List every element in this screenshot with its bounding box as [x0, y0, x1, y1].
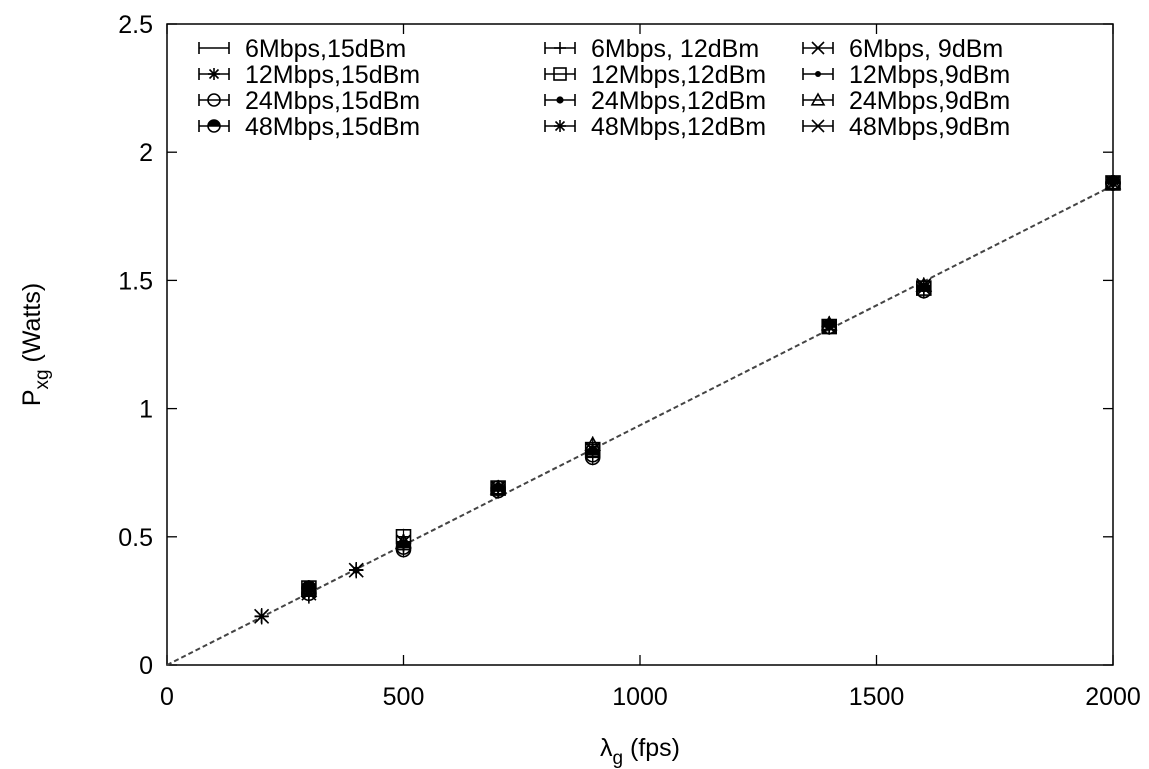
legend-item: 24Mbps,12dBm	[544, 87, 766, 115]
y-tick-label: 0	[139, 652, 153, 680]
data-point	[254, 608, 269, 625]
legend-label: 6Mbps, 9dBm	[849, 35, 1003, 63]
data-point	[821, 318, 837, 335]
y-tick-label: 2.5	[118, 11, 153, 39]
legend-label: 24Mbps,9dBm	[849, 87, 1010, 115]
series-4	[254, 174, 1120, 625]
data-point	[301, 582, 317, 599]
legend-label: 24Mbps,12dBm	[591, 87, 766, 115]
legend-item: 24Mbps,15dBm	[198, 87, 420, 115]
data-point	[1105, 174, 1121, 191]
legend-label: 6Mbps,15dBm	[245, 35, 406, 63]
y-tick-label: 1	[139, 396, 153, 424]
y-tick-label: 2	[139, 139, 153, 167]
series-10	[301, 174, 1121, 597]
legend-label: 6Mbps, 12dBm	[591, 35, 759, 63]
x-tick-label: 0	[160, 683, 174, 711]
fit-line	[166, 184, 1114, 666]
series-5	[301, 174, 1121, 597]
y-tick-label: 0.5	[118, 524, 153, 552]
legend-item: 6Mbps,15dBm	[198, 35, 406, 63]
legend-item: 24Mbps,9dBm	[802, 87, 1010, 115]
x-tick-label: 2000	[1085, 683, 1141, 711]
y-axis-title: Pxg (Watts)	[18, 283, 53, 406]
legend-item: 12Mbps,12dBm	[544, 61, 766, 89]
legend-item: 6Mbps, 9dBm	[802, 35, 1003, 63]
x-axis-title-unit: (fps)	[623, 734, 680, 762]
x-axis-title-main: λ	[600, 734, 613, 762]
x-tick-label: 500	[383, 683, 425, 711]
series-12	[301, 174, 1121, 599]
legend-item: 48Mbps,15dBm	[198, 113, 420, 141]
legend-item: 6Mbps, 12dBm	[544, 35, 759, 63]
series-6	[301, 174, 1120, 602]
series-2	[254, 174, 1120, 625]
data-point	[585, 441, 601, 458]
x-tick-label: 1000	[612, 683, 668, 711]
data-point	[490, 480, 506, 497]
legend-label: 12Mbps,9dBm	[849, 61, 1010, 89]
series-1	[254, 174, 1120, 625]
legend-label: 24Mbps,15dBm	[245, 87, 420, 115]
x-tick-label: 1500	[849, 683, 905, 711]
y-axis-title-unit: (Watts)	[18, 283, 46, 370]
y-axis-title-main: P	[18, 389, 46, 406]
legend-label: 12Mbps,12dBm	[591, 61, 766, 89]
legend-label: 48Mbps,9dBm	[849, 113, 1010, 141]
data-point	[349, 562, 364, 579]
legend-label: 12Mbps,15dBm	[245, 61, 420, 89]
data-point	[395, 533, 412, 550]
y-axis-title-sub: xg	[32, 369, 53, 389]
legend-item: 48Mbps,9dBm	[802, 113, 1010, 141]
series-3	[254, 174, 1121, 625]
legend-item: 12Mbps,9dBm	[802, 61, 1010, 89]
y-tick-label: 1.5	[118, 267, 153, 295]
x-axis-title: λg (fps)	[600, 734, 680, 769]
legend-label: 48Mbps,12dBm	[591, 113, 766, 141]
legend-label: 48Mbps,15dBm	[245, 113, 420, 141]
legend-item: 12Mbps,15dBm	[198, 61, 420, 89]
x-axis-title-sub: g	[612, 748, 623, 769]
data-point	[916, 277, 932, 294]
series-7	[301, 174, 1121, 602]
legend-item: 48Mbps,12dBm	[544, 113, 766, 141]
